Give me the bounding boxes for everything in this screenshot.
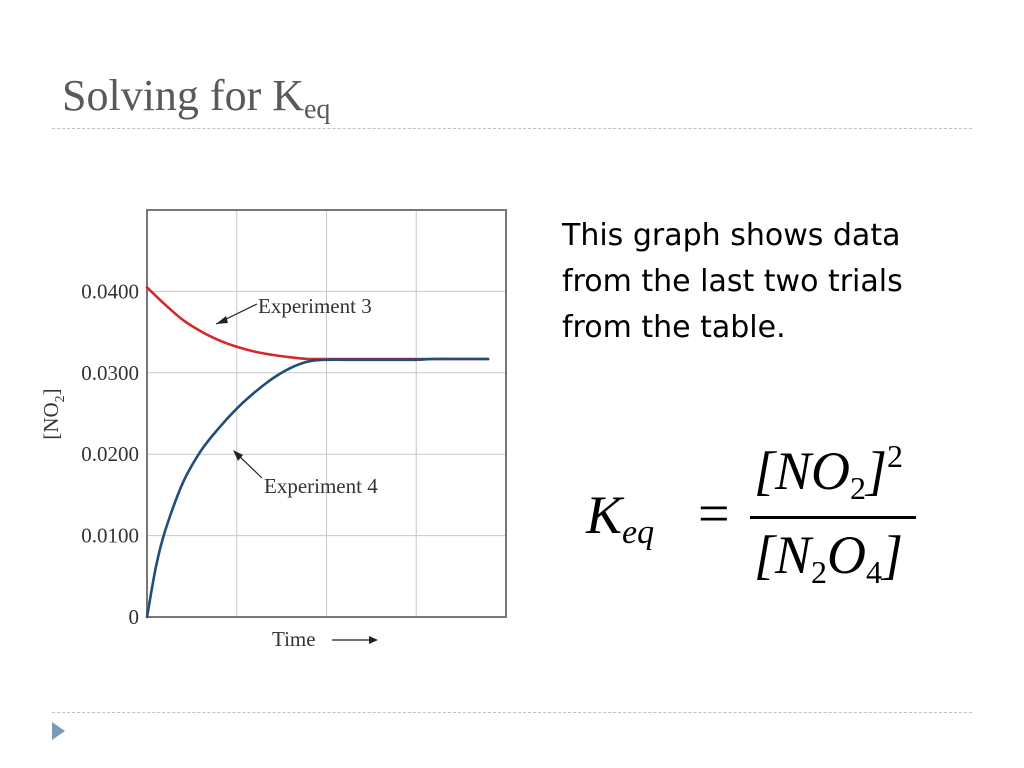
den-mid: O [827, 525, 867, 585]
y-tick-label-3: 0.0300 [81, 361, 139, 385]
y-axis-label: [NO2] [39, 388, 68, 439]
y-axis-ticks: 0 0.0100 0.0200 0.0300 0.0400 [81, 279, 139, 629]
title-text: Solving for K [62, 71, 304, 120]
eq-k: K [586, 485, 623, 545]
title-subscript: eq [304, 94, 331, 125]
den-sub2: 4 [866, 554, 883, 590]
num-main: [NO [754, 441, 851, 501]
series-lines [145, 286, 490, 619]
den-open: [N [754, 525, 812, 585]
eq-equals: = [698, 483, 730, 545]
num-sub: 2 [850, 470, 867, 506]
exp3-leader-arrowhead [216, 316, 228, 324]
exp3-annotation: Experiment 3 [258, 294, 372, 318]
y-tick-label-1: 0.0100 [81, 524, 139, 548]
num-close: ] [866, 441, 888, 501]
top-divider [52, 128, 972, 129]
x-axis-label: Time [272, 627, 316, 651]
exp4-leader-arrowhead [233, 450, 243, 461]
grid [147, 210, 506, 617]
y-tick-label-2: 0.0200 [81, 442, 139, 466]
y-tick-label-4: 0.0400 [81, 279, 139, 303]
eq-lhs: Keq [586, 484, 654, 552]
y-label-close: ] [39, 388, 63, 395]
plot-frame [146, 209, 507, 618]
num-sup: 2 [887, 438, 904, 474]
keq-equation: Keq = [NO2]2 [N2O4] [586, 438, 926, 598]
y-label-sub: 2 [53, 395, 68, 402]
eq-numerator: [NO2]2 [754, 438, 903, 507]
bullet-triangle-icon [52, 722, 65, 740]
series-line-exp4 [145, 357, 490, 619]
y-tick-label-0: 0 [129, 605, 140, 629]
den-sub1: 2 [811, 554, 828, 590]
den-close: ] [882, 525, 904, 585]
page-title: Solving for Keq [62, 70, 330, 126]
eq-k-sub: eq [622, 514, 655, 551]
exp4-annotation: Experiment 4 [264, 474, 378, 498]
eq-fraction-bar [750, 516, 916, 519]
y-label-main: [NO [39, 402, 63, 439]
x-axis-arrow-icon [369, 636, 378, 644]
bottom-divider [52, 712, 972, 713]
eq-denominator: [N2O4] [754, 524, 903, 591]
body-text: This graph shows data from the last two … [562, 218, 903, 345]
